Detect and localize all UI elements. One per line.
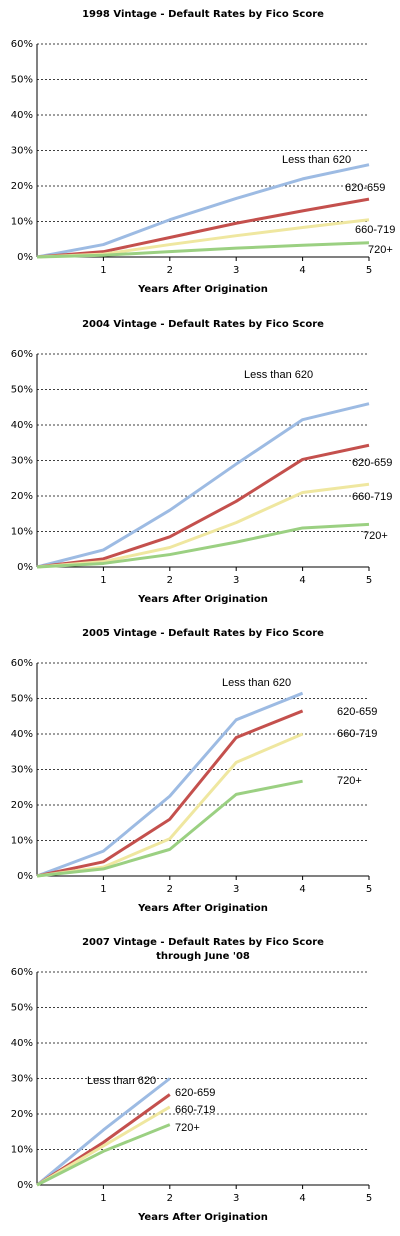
x-axis-title: Years After Origination <box>137 284 268 295</box>
y-tick-label: 10% <box>11 217 33 228</box>
chart-title: 1998 Vintage - Default Rates by Fico Sco… <box>82 9 324 20</box>
y-tick-label: 20% <box>11 1109 33 1120</box>
series-label: Less than 620 <box>222 677 291 689</box>
series-line <box>36 443 370 569</box>
x-axis-title: Years After Origination <box>137 903 268 914</box>
series-label: 720+ <box>368 244 393 256</box>
x-tick-label: 5 <box>366 575 372 586</box>
series-label: 720+ <box>337 775 362 787</box>
x-tick-label: 1 <box>100 884 106 895</box>
series-line <box>36 241 370 259</box>
x-tick-label: 1 <box>100 575 106 586</box>
y-tick-label: 40% <box>11 110 33 121</box>
x-axis-title: Years After Origination <box>137 1212 268 1223</box>
series-label: 660-719 <box>355 224 395 236</box>
y-tick-label: 20% <box>11 181 33 192</box>
y-tick-label: 40% <box>11 729 33 740</box>
series-label: Less than 620 <box>87 1075 156 1087</box>
series-line <box>36 197 370 259</box>
series-label: 620-659 <box>337 706 377 718</box>
x-tick-label: 4 <box>299 575 305 586</box>
y-tick-label: 10% <box>11 527 33 538</box>
x-tick-label: 4 <box>299 265 305 276</box>
series-label: 620-659 <box>345 182 385 194</box>
x-tick-label: 2 <box>167 575 173 586</box>
series-label: 620-659 <box>352 457 392 469</box>
x-tick-label: 3 <box>233 884 239 895</box>
chart-title: 2004 Vintage - Default Rates by Fico Sco… <box>82 319 324 330</box>
x-tick-label: 5 <box>366 265 372 276</box>
y-tick-label: 20% <box>11 800 33 811</box>
series-line <box>36 218 370 259</box>
series-line <box>36 1093 171 1187</box>
series-line <box>36 163 370 259</box>
y-tick-label: 20% <box>11 491 33 502</box>
series-label: 720+ <box>363 530 388 542</box>
series-label: Less than 620 <box>282 154 351 166</box>
chart-title: 2007 Vintage - Default Rates by Fico Sco… <box>82 937 324 948</box>
x-tick-label: 1 <box>100 265 106 276</box>
y-tick-label: 50% <box>11 385 33 396</box>
y-tick-label: 60% <box>11 349 33 360</box>
y-tick-label: 60% <box>11 39 33 50</box>
series-label: 660-719 <box>175 1104 215 1116</box>
x-tick-label: 3 <box>233 575 239 586</box>
series-label: 620-659 <box>175 1087 215 1099</box>
y-tick-label: 0% <box>17 871 33 882</box>
y-tick-label: 30% <box>11 765 33 776</box>
x-tick-label: 3 <box>233 265 239 276</box>
series-line <box>36 1123 171 1187</box>
y-tick-label: 60% <box>11 658 33 669</box>
x-tick-label: 2 <box>167 1193 173 1204</box>
x-tick-label: 4 <box>299 1193 305 1204</box>
series-line <box>36 1105 171 1187</box>
x-tick-label: 1 <box>100 1193 106 1204</box>
chart-title: 2005 Vintage - Default Rates by Fico Sco… <box>82 628 324 639</box>
series-line <box>36 709 304 878</box>
y-tick-label: 0% <box>17 252 33 263</box>
y-tick-label: 10% <box>11 1145 33 1156</box>
y-tick-label: 30% <box>11 456 33 467</box>
series-label: 660-719 <box>337 728 377 740</box>
series-line <box>36 1077 171 1187</box>
x-tick-label: 2 <box>167 265 173 276</box>
y-tick-label: 30% <box>11 1074 33 1085</box>
series-label: Less than 620 <box>244 369 313 381</box>
x-tick-label: 5 <box>366 884 372 895</box>
series-line <box>36 522 370 569</box>
x-tick-label: 5 <box>366 1193 372 1204</box>
y-tick-label: 0% <box>17 562 33 573</box>
y-tick-label: 50% <box>11 1003 33 1014</box>
series-line <box>36 691 304 878</box>
series-line <box>36 402 370 569</box>
x-axis-title: Years After Origination <box>137 594 268 605</box>
y-tick-label: 60% <box>11 967 33 978</box>
y-tick-label: 50% <box>11 75 33 86</box>
series-line <box>36 779 303 878</box>
y-tick-label: 40% <box>11 1038 33 1049</box>
x-tick-label: 4 <box>299 884 305 895</box>
chart-subtitle: through June '08 <box>156 951 250 962</box>
series-label: 720+ <box>175 1122 200 1134</box>
x-tick-label: 2 <box>167 884 173 895</box>
y-tick-label: 50% <box>11 694 33 705</box>
y-tick-label: 30% <box>11 146 33 157</box>
y-tick-label: 10% <box>11 836 33 847</box>
x-tick-label: 3 <box>233 1193 239 1204</box>
series-label: 660-719 <box>352 491 392 503</box>
y-tick-label: 0% <box>17 1180 33 1191</box>
y-tick-label: 40% <box>11 420 33 431</box>
